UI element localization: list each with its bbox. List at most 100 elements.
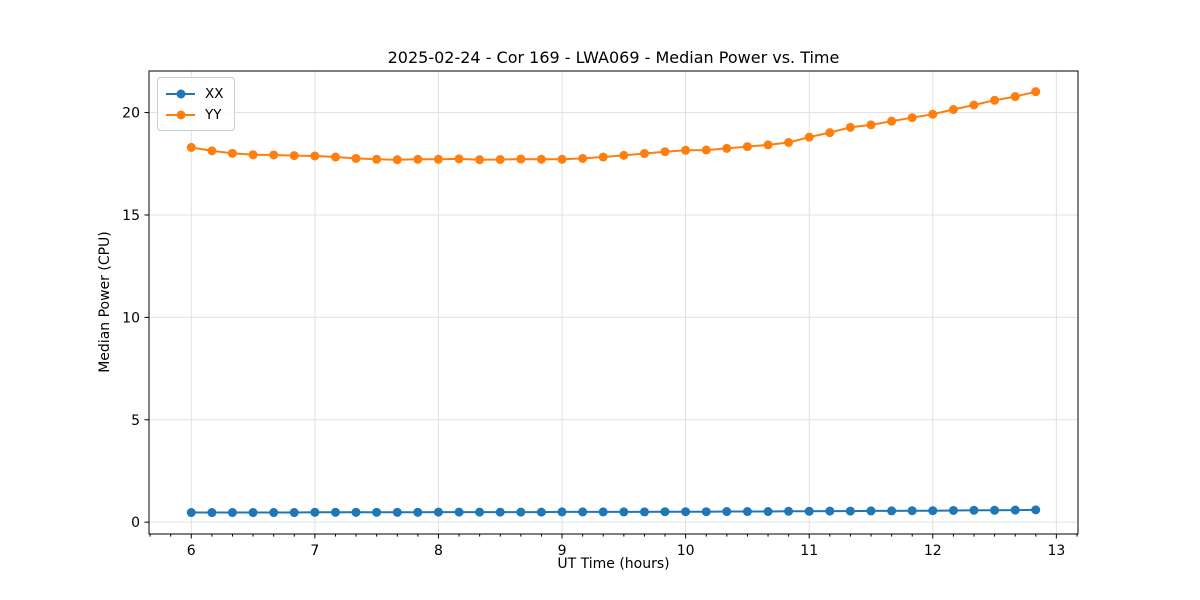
data-point-marker: [578, 507, 588, 517]
data-point-marker: [454, 154, 464, 164]
data-point-marker: [948, 105, 958, 115]
data-point-marker: [681, 507, 691, 517]
data-point-marker: [536, 154, 546, 164]
data-point-marker: [1031, 505, 1041, 515]
x-tick-label: 11: [800, 543, 818, 559]
data-point-marker: [969, 505, 979, 515]
data-point-marker: [330, 507, 340, 517]
data-point-marker: [845, 506, 855, 516]
data-point-marker: [722, 143, 732, 153]
data-point-marker: [784, 137, 794, 147]
data-point-marker: [289, 508, 299, 518]
data-point-marker: [351, 507, 361, 517]
x-axis-label: UT Time (hours): [557, 556, 670, 572]
y-tick-label: 15: [122, 208, 140, 224]
data-point-marker: [207, 146, 217, 156]
data-point-marker: [990, 95, 1000, 105]
data-point-marker: [825, 128, 835, 138]
data-point-marker: [598, 507, 608, 517]
data-point-marker: [248, 150, 258, 160]
legend-item-xx: XX: [166, 83, 224, 104]
series-xx: [186, 505, 1041, 518]
data-point-marker: [619, 150, 629, 160]
series-yy: [186, 87, 1041, 165]
data-point-marker: [866, 120, 876, 130]
data-point-marker: [330, 152, 340, 162]
data-point-marker: [310, 151, 320, 161]
series-line-yy: [191, 90, 1036, 161]
data-point-marker: [804, 506, 814, 516]
data-point-marker: [887, 506, 897, 516]
data-point-marker: [516, 507, 526, 517]
data-point-marker: [207, 508, 217, 518]
plot-border: [148, 70, 1079, 535]
legend-marker-icon-xx: [176, 89, 185, 98]
data-point-marker: [269, 150, 279, 160]
y-axis-label: Median Power (CPU): [97, 231, 113, 373]
data-point-marker: [742, 507, 752, 517]
data-point-marker: [804, 132, 814, 142]
data-point-marker: [516, 154, 526, 164]
data-point-marker: [413, 154, 423, 164]
data-point-marker: [701, 145, 711, 155]
data-point-marker: [475, 507, 485, 517]
data-point-marker: [639, 149, 649, 159]
data-point-marker: [1031, 87, 1041, 97]
data-point-marker: [495, 507, 505, 517]
data-point-marker: [887, 116, 897, 126]
data-point-marker: [269, 508, 279, 518]
data-point-marker: [495, 154, 505, 164]
data-point-marker: [536, 507, 546, 517]
data-point-marker: [454, 507, 464, 517]
x-tick-label: 6: [187, 543, 196, 559]
data-point-marker: [660, 147, 670, 157]
axis-ticks: [144, 112, 1078, 539]
data-point-marker: [948, 505, 958, 515]
tick-labels: 6 7 8 9 10 11 12 13 0 5 10 15 20: [122, 106, 1065, 559]
data-point-marker: [557, 507, 567, 517]
legend-line-marker-sample-yy: [166, 109, 195, 121]
data-point-marker: [248, 508, 258, 518]
y-tick-label: 5: [131, 413, 140, 429]
data-point-marker: [578, 153, 588, 163]
data-point-marker: [186, 142, 196, 152]
data-point-marker: [433, 154, 443, 164]
x-tick-label: 7: [310, 543, 319, 559]
data-point-marker: [372, 154, 382, 164]
x-tick-label: 12: [924, 543, 942, 559]
legend-label-xx: XX: [205, 85, 224, 102]
data-point-marker: [557, 154, 567, 164]
data-point-marker: [392, 507, 402, 517]
data-point-marker: [845, 122, 855, 132]
y-tick-label: 20: [122, 106, 140, 122]
data-point-marker: [227, 148, 237, 158]
data-point-marker: [372, 507, 382, 517]
data-point-marker: [1010, 505, 1020, 515]
data-point-marker: [742, 142, 752, 152]
data-point-marker: [969, 100, 979, 110]
data-point-marker: [763, 507, 773, 517]
data-point-marker: [784, 506, 794, 516]
data-point-marker: [639, 507, 649, 517]
data-point-marker: [907, 113, 917, 123]
data-point-marker: [928, 109, 938, 119]
y-tick-label: 10: [122, 310, 140, 326]
gridlines: [149, 71, 1078, 534]
data-point-marker: [598, 152, 608, 162]
y-tick-label: 0: [131, 515, 140, 531]
data-point-marker: [928, 506, 938, 516]
data-point-marker: [289, 151, 299, 161]
data-point-marker: [310, 507, 320, 517]
x-tick-label: 9: [558, 543, 567, 559]
data-point-marker: [990, 505, 1000, 515]
legend: XX YY: [157, 77, 235, 131]
data-point-marker: [392, 155, 402, 165]
data-point-marker: [619, 507, 629, 517]
legend-marker-icon-yy: [176, 110, 185, 119]
data-point-marker: [722, 507, 732, 517]
legend-label-yy: YY: [205, 106, 222, 123]
x-tick-label: 8: [434, 543, 443, 559]
x-tick-label: 13: [1047, 543, 1065, 559]
